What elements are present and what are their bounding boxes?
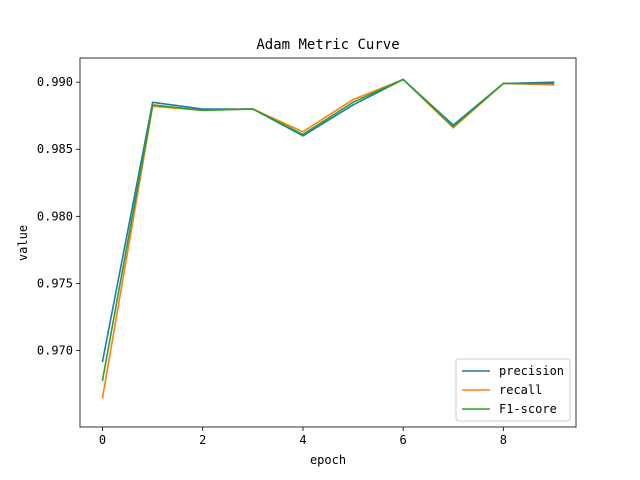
data-point (402, 78, 404, 81)
data-point (252, 108, 254, 110)
data-point (302, 131, 304, 133)
y-axis-label: value (16, 225, 30, 261)
legend-entry: F1-score (499, 402, 557, 416)
series-line-f1-score (101, 78, 555, 381)
series-layer (101, 78, 555, 399)
data-point (352, 104, 354, 106)
data-point (101, 396, 104, 399)
chart-title: Adam Metric Curve (256, 37, 399, 53)
data-point (101, 360, 104, 363)
plot-frame (79, 57, 577, 428)
data-point (302, 135, 304, 137)
legend-box (455, 358, 571, 422)
data-point (151, 101, 154, 104)
x-tick-label: 0 (99, 433, 106, 447)
data-point (201, 108, 204, 110)
data-point (352, 101, 354, 104)
legend-entry: precision (499, 364, 564, 378)
x-tick-label: 8 (500, 433, 507, 447)
y-tick-label: 0.980 (37, 209, 73, 223)
data-point (452, 126, 455, 129)
x-tick-label: 2 (199, 433, 206, 447)
y-tick-label: 0.990 (37, 75, 73, 89)
axes-layer: 0 2 4 6 8 0.970 0.975 0.980 0.985 0.990 (37, 57, 577, 447)
x-tick-label: 6 (400, 433, 407, 447)
x-axis-label: epoch (310, 453, 346, 467)
legend: precision recall F1-score (455, 358, 571, 422)
data-point (302, 133, 304, 136)
y-tick-label: 0.985 (37, 142, 73, 156)
data-point (452, 125, 455, 128)
legend-entry: recall (499, 383, 542, 397)
data-point (201, 109, 204, 112)
data-point (502, 82, 505, 85)
data-point (552, 82, 555, 85)
y-tick-label: 0.975 (37, 276, 73, 290)
data-point (101, 379, 104, 381)
y-tick-label: 0.970 (37, 344, 73, 358)
x-tick-label: 4 (299, 433, 306, 447)
data-point (151, 104, 154, 106)
data-point (552, 81, 555, 83)
data-point (352, 98, 354, 101)
data-point (552, 84, 555, 86)
